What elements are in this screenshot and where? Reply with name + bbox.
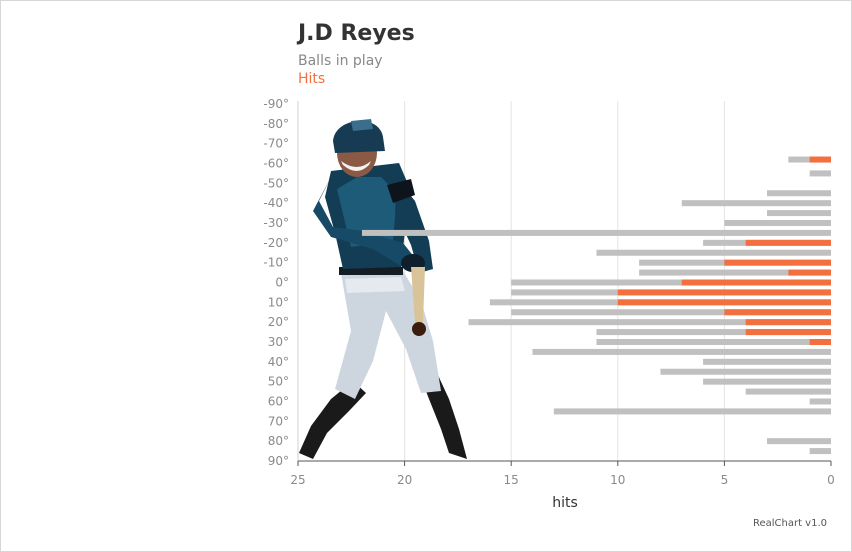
- bar-balls-in-play[interactable]: [681, 200, 831, 207]
- bar-balls-in-play[interactable]: [532, 348, 831, 355]
- y-tick-label: -30°: [263, 216, 289, 230]
- y-tick-label: 10°: [268, 295, 289, 309]
- bar-hits[interactable]: [681, 279, 831, 286]
- bar-balls-in-play[interactable]: [596, 249, 831, 256]
- bar-balls-in-play[interactable]: [361, 229, 831, 236]
- y-tick-label: -80°: [263, 117, 289, 131]
- y-tick-label: -10°: [263, 256, 289, 270]
- bar-balls-in-play[interactable]: [809, 398, 831, 405]
- y-tick-label: -20°: [263, 236, 289, 250]
- x-axis: 25 20 15 10 5 0: [290, 460, 835, 487]
- legend-hits: Hits: [298, 71, 326, 87]
- bar-hits[interactable]: [809, 156, 831, 163]
- x-axis-title: hits: [552, 495, 578, 511]
- bar-balls-in-play[interactable]: [809, 448, 831, 455]
- bar-balls-in-play[interactable]: [724, 220, 831, 226]
- baseball-player-image: [299, 119, 467, 459]
- bar-hits[interactable]: [745, 239, 831, 246]
- bar-balls-in-play[interactable]: [596, 329, 831, 336]
- bar-hits[interactable]: [724, 259, 831, 266]
- bar-balls-in-play[interactable]: [767, 210, 831, 217]
- bar-balls-in-play[interactable]: [660, 368, 831, 375]
- y-tick-label: 20°: [268, 315, 289, 329]
- bar-balls-in-play[interactable]: [511, 309, 831, 316]
- bars-layer: [361, 156, 831, 455]
- bar-hits[interactable]: [617, 299, 831, 306]
- y-tick-label: 50°: [268, 375, 289, 389]
- y-tick-label: -60°: [263, 157, 289, 171]
- bar-hits[interactable]: [745, 329, 831, 336]
- chart-credit: RealChart v1.0: [752, 518, 827, 529]
- x-tick-label: 20: [397, 473, 412, 487]
- bar-balls-in-play[interactable]: [767, 190, 831, 197]
- y-tick-label: 80°: [268, 434, 289, 448]
- bar-hits[interactable]: [724, 309, 831, 316]
- bar-balls-in-play[interactable]: [553, 408, 831, 415]
- legend-balls-in-play: Balls in play: [298, 53, 383, 69]
- x-tick-label: 0: [827, 473, 835, 487]
- bar-balls-in-play[interactable]: [596, 339, 831, 345]
- y-tick-label: 40°: [268, 355, 289, 369]
- x-tick-label: 5: [721, 473, 729, 487]
- y-axis: -90° -80° -70° -60° -50° -40° -30° -20° -10° 0° 10…: [263, 97, 299, 468]
- bar-balls-in-play[interactable]: [468, 319, 831, 326]
- bar-balls-in-play[interactable]: [767, 438, 831, 445]
- chart-title: J.D Reyes: [298, 21, 415, 46]
- bar-hits[interactable]: [788, 269, 831, 276]
- x-tick-label: 10: [610, 473, 625, 487]
- y-tick-label: -50°: [263, 176, 289, 190]
- bar-hits[interactable]: [809, 339, 831, 345]
- y-tick-label: 70°: [268, 414, 289, 428]
- y-tick-label: -90°: [263, 97, 289, 111]
- y-tick-label: -40°: [263, 196, 289, 210]
- bar-balls-in-play[interactable]: [745, 388, 831, 395]
- bar-balls-in-play[interactable]: [511, 279, 831, 286]
- bar-balls-in-play[interactable]: [703, 358, 831, 365]
- y-tick-label: 30°: [268, 335, 289, 349]
- y-tick-label: 0°: [275, 276, 289, 290]
- y-tick-label: 90°: [268, 454, 289, 468]
- bar-balls-in-play[interactable]: [703, 378, 831, 385]
- bar-balls-in-play[interactable]: [639, 269, 831, 276]
- bar-hits[interactable]: [617, 289, 831, 296]
- x-tick-label: 25: [290, 473, 305, 487]
- y-tick-label: 60°: [268, 395, 289, 409]
- bar-balls-in-play[interactable]: [809, 170, 831, 177]
- x-tick-label: 15: [504, 473, 519, 487]
- y-tick-label: -70°: [263, 137, 289, 151]
- bar-hits[interactable]: [745, 319, 831, 326]
